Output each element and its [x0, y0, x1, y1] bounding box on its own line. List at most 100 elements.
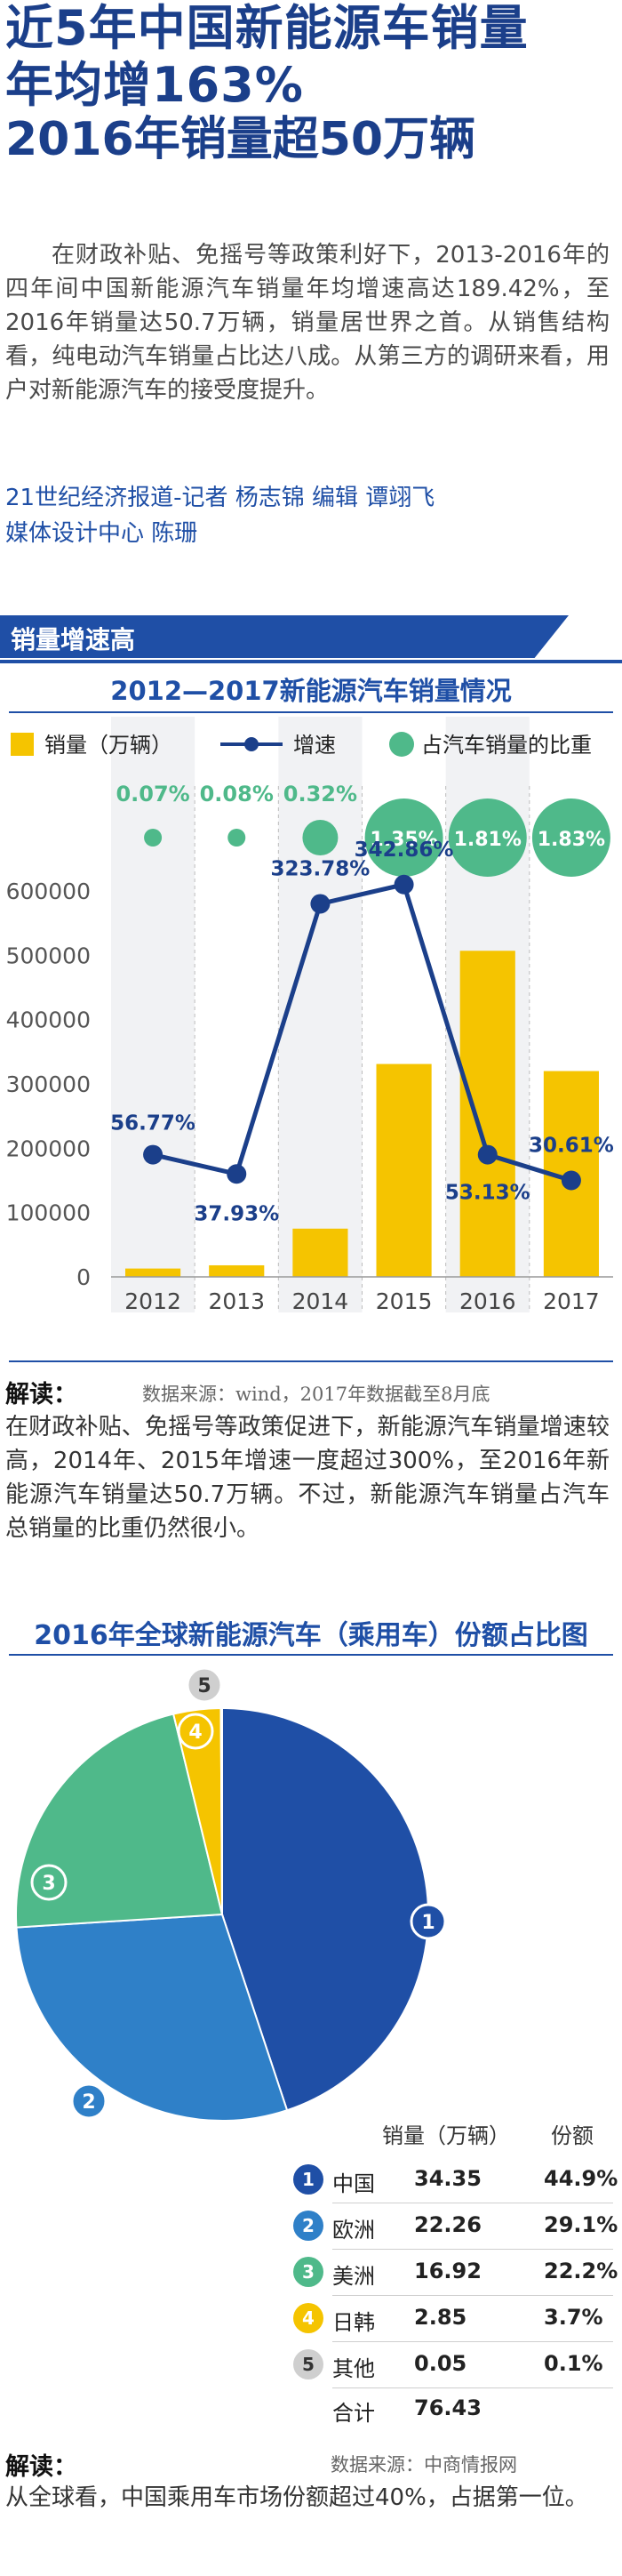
share-table-row: 5 其他 0.05 0.1% — [284, 2342, 613, 2388]
share-row-number: 2 — [293, 2211, 323, 2241]
column-band — [111, 717, 195, 1312]
sales-chart: 销量（万辆） 增速 占汽车销量的比重 0.07% 0.08% 0.32% 1.35% 1.8… — [6, 717, 614, 1314]
chart1-bottom-rule — [9, 1360, 613, 1362]
reading2-text: 从全球看，中国乘用车市场份额超过40%，占据第一位。 — [5, 2484, 588, 2511]
share-bubble — [227, 829, 246, 847]
share-table-row: 4 日韩 2.85 3.7% — [284, 2296, 613, 2342]
share-bubble — [364, 798, 443, 877]
chart1-title-rule — [9, 711, 613, 713]
share-bubble — [144, 829, 163, 847]
table-col-sales: 销量（万辆） — [382, 2123, 510, 2148]
pie-markers: 1 2 3 4 5 — [30, 1666, 447, 2120]
x-tick-label: 2012 — [124, 1288, 181, 1314]
growth-line: 56.77% 37.93% 323.78%342.86% 53.13% 30.61% — [110, 839, 614, 1225]
x-tick-label: 2015 — [376, 1288, 433, 1314]
share-row-region: 中国 — [332, 2171, 375, 2196]
share-bubble — [531, 798, 610, 877]
growth-label: 53.13% — [445, 1182, 530, 1205]
share-row-number: 3 — [293, 2257, 323, 2287]
pie-slice — [219, 1706, 223, 1915]
legend-label-growth: 增速 — [293, 733, 336, 758]
legend-label-share: 占汽车销量的比重 — [421, 733, 592, 758]
growth-label: 323.78% — [271, 857, 371, 880]
reading2-head: 解读： — [5, 2453, 77, 2481]
pie-marker — [177, 1713, 214, 1750]
pie-slice — [221, 1706, 429, 2112]
section-divider — [0, 660, 622, 663]
intro-paragraph: 在财政补贴、免摇号等政策利好下，2013-2016年的四年间中国新能源汽车销量年… — [5, 242, 610, 404]
growth-line-path — [152, 881, 572, 1183]
sales-bar — [459, 951, 515, 1277]
share-row-sales: 2.85 — [414, 2305, 467, 2330]
pie-marker — [30, 1864, 68, 1901]
share-row-sales: 22.26 — [414, 2212, 482, 2237]
pie-slices — [15, 1706, 429, 2122]
share-row-number: 5 — [293, 2349, 323, 2379]
legend-swatch-sales — [11, 733, 34, 756]
pie-marker-number: 2 — [82, 2091, 95, 2114]
growth-point — [227, 1164, 247, 1184]
byline: 21世纪经济报道-记者 杨志锦 编辑 谭翊飞 媒体设计中心 陈珊 — [5, 480, 610, 551]
reading1-source: 数据来源：wind，2017年数据截至8月底 — [142, 1384, 490, 1405]
share-label: 0.32% — [283, 782, 357, 807]
pie-marker-number: 5 — [197, 1675, 211, 1697]
table-total-value: 76.43 — [414, 2395, 482, 2420]
share-row-sales: 34.35 — [414, 2166, 482, 2191]
share-bubbles: 0.07% 0.08% 0.32% 1.35% 1.81% 1.83% — [116, 782, 610, 877]
share-row-sales: 0.05 — [414, 2351, 467, 2376]
headline-line-3: 2016年销量超50万辆 — [5, 113, 476, 167]
x-tick-label: 2017 — [543, 1288, 600, 1314]
share-table-row: 2 欧洲 22.26 29.1% — [284, 2203, 618, 2250]
table-total-label: 合计 — [332, 2401, 375, 2426]
growth-label: 37.93% — [194, 1202, 279, 1225]
share-row-share: 0.1% — [544, 2351, 603, 2376]
reading1-text: 在财政补贴、免摇号等政策促进下，新能源汽车销量增速较高，2014年、2015年增… — [5, 1414, 610, 1542]
share-row-region: 日韩 — [332, 2310, 375, 2335]
share-row-sales: 16.92 — [414, 2259, 482, 2283]
pie-marker-number: 1 — [421, 1912, 435, 1934]
growth-label: 30.61% — [529, 1135, 614, 1158]
x-tick-label: 2014 — [292, 1288, 349, 1314]
chart1-title: 2012—2017新能源汽车销量情况 — [110, 676, 512, 706]
share-bubble — [302, 820, 339, 855]
x-tick-label: 2016 — [459, 1288, 516, 1314]
y-tick-label: 100000 — [6, 1200, 91, 1226]
share-row-separator — [332, 2341, 613, 2342]
share-row-share: 44.9% — [544, 2166, 618, 2191]
share-table-row: 1 中国 34.35 44.9% — [284, 2157, 618, 2203]
pie-marker — [410, 1903, 447, 1940]
share-row-separator — [332, 2249, 613, 2250]
pie-marker-number: 3 — [42, 1873, 55, 1895]
pie-marker — [70, 2082, 108, 2120]
legend-label-sales: 销量（万辆） — [44, 733, 172, 758]
legend-marker-growth — [244, 737, 259, 751]
growth-point — [394, 874, 414, 895]
chart-legend: 销量（万辆） 增速 占汽车销量的比重 — [11, 732, 592, 758]
pie-marker — [186, 1666, 223, 1704]
share-row-share: 22.2% — [544, 2259, 618, 2283]
share-row-region: 美洲 — [332, 2264, 375, 2289]
share-row-region: 欧洲 — [332, 2218, 375, 2243]
sales-bar — [209, 1264, 265, 1277]
share-label: 1.83% — [538, 829, 605, 851]
reading1-head: 解读： — [5, 1381, 77, 1408]
share-bubble — [448, 798, 527, 877]
column-band — [278, 717, 363, 1312]
y-tick-label: 500000 — [6, 943, 91, 968]
sales-bar — [376, 1063, 432, 1277]
sales-bar — [125, 1268, 181, 1277]
share-row-share: 3.7% — [544, 2305, 603, 2330]
y-tick-label: 300000 — [6, 1071, 91, 1097]
growth-label: 56.77% — [110, 1112, 195, 1136]
growth-label: 342.86% — [355, 839, 454, 862]
share-label: 0.07% — [116, 782, 189, 807]
x-tick-label: 2013 — [208, 1288, 265, 1314]
share-row-region: 其他 — [332, 2356, 375, 2381]
section-label: 销量增速高 — [11, 625, 136, 654]
headline-line-2: 年均增163% — [5, 56, 304, 113]
byline-line-2: 媒体设计中心 陈珊 — [5, 520, 198, 547]
reading2-source: 数据来源：中商情报网 — [331, 2454, 517, 2476]
share-row-number: 4 — [293, 2303, 323, 2333]
pie-slice — [15, 1713, 224, 1929]
legend-swatch-share — [389, 732, 414, 757]
